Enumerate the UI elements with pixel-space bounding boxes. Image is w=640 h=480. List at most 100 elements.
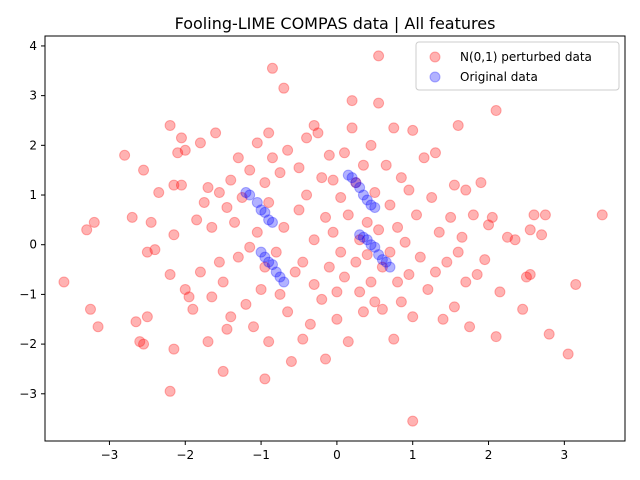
perturbed-point (373, 50, 385, 62)
perturbed-point (266, 62, 278, 74)
original-point (255, 204, 267, 216)
perturbed-point (536, 229, 548, 241)
perturbed-point (225, 174, 237, 186)
x-tick-label: −3 (101, 448, 119, 462)
perturbed-point (316, 293, 328, 305)
perturbed-point (517, 303, 529, 315)
original-point (357, 189, 369, 201)
perturbed-point (263, 196, 275, 208)
perturbed-point (433, 226, 445, 238)
perturbed-point (274, 167, 286, 179)
perturbed-point (429, 147, 441, 159)
perturbed-point (407, 415, 419, 427)
perturbed-point (392, 276, 404, 288)
perturbed-point (475, 177, 487, 189)
perturbed-point (369, 296, 381, 308)
perturbed-point (312, 127, 324, 139)
chart-title: Fooling-LIME COMPAS data | All features (175, 14, 496, 33)
original-point (244, 189, 256, 201)
perturbed-point (361, 249, 373, 261)
perturbed-point (198, 196, 210, 208)
perturbed-point (221, 323, 233, 335)
perturbed-point (119, 149, 131, 161)
perturbed-point (297, 256, 309, 268)
perturbed-point (350, 256, 362, 268)
series-original (240, 169, 396, 288)
perturbed-point (236, 192, 248, 203)
x-tick-label: 0 (333, 448, 341, 462)
perturbed-point (460, 276, 472, 288)
perturbed-point (331, 313, 343, 325)
perturbed-point (138, 338, 150, 350)
perturbed-point (274, 288, 286, 300)
perturbed-point (562, 348, 574, 360)
perturbed-point (278, 221, 290, 233)
perturbed-point (467, 209, 479, 221)
original-point (361, 194, 373, 206)
perturbed-point (293, 162, 305, 174)
original-point (365, 239, 377, 251)
original-point (369, 241, 381, 253)
perturbed-point (376, 261, 388, 273)
perturbed-point (445, 211, 457, 223)
perturbed-point (141, 311, 153, 323)
perturbed-point (422, 283, 434, 295)
perturbed-point (58, 276, 70, 288)
perturbed-point (471, 269, 483, 281)
perturbed-point (217, 276, 229, 288)
perturbed-point (153, 187, 165, 199)
x-tick-label: 2 (485, 448, 493, 462)
perturbed-point (141, 246, 153, 258)
series-perturbed (58, 50, 608, 427)
perturbed-point (175, 179, 187, 191)
perturbed-point (596, 209, 608, 221)
perturbed-point (486, 211, 498, 223)
perturbed-point (426, 192, 438, 203)
perturbed-point (320, 211, 332, 223)
perturbed-point (221, 201, 233, 213)
perturbed-point (206, 221, 218, 233)
original-point (274, 271, 286, 283)
perturbed-point (134, 336, 146, 348)
perturbed-point (354, 234, 366, 246)
perturbed-point (528, 209, 540, 221)
perturbed-point (403, 184, 415, 196)
perturbed-point (418, 152, 430, 164)
perturbed-point (448, 179, 460, 191)
perturbed-point (206, 291, 218, 303)
perturbed-point (210, 127, 222, 139)
legend-marker-perturbed (429, 51, 441, 63)
perturbed-point (225, 311, 237, 323)
y-tick-label: 1 (29, 188, 37, 202)
y-tick-label: −1 (19, 287, 37, 301)
original-point (361, 234, 373, 246)
perturbed-point (266, 152, 278, 164)
original-point (263, 214, 275, 226)
original-point (342, 169, 354, 181)
perturbed-point (335, 246, 347, 258)
perturbed-point (403, 269, 415, 281)
perturbed-point (232, 152, 244, 164)
perturbed-point (149, 244, 161, 256)
perturbed-point (539, 209, 551, 221)
legend-label-perturbed: N(0,1) perturbed data (460, 50, 592, 64)
perturbed-point (524, 269, 536, 281)
perturbed-point (301, 189, 313, 201)
perturbed-point (81, 224, 93, 236)
perturbed-point (145, 216, 157, 228)
y-tick-label: 3 (29, 89, 37, 103)
perturbed-point (259, 261, 271, 273)
perturbed-point (388, 333, 400, 345)
perturbed-point (164, 119, 176, 131)
perturbed-point (270, 246, 282, 258)
perturbed-point (342, 336, 354, 348)
perturbed-point (194, 137, 206, 149)
perturbed-point (399, 236, 411, 248)
axes-layer: −3 −2 −1 0 1 2 3 −3 −2 −1 0 1 2 3 4 (19, 35, 626, 462)
y-tick-label: −2 (19, 337, 37, 351)
perturbed-point (361, 216, 373, 228)
original-point (350, 177, 362, 189)
perturbed-point (175, 132, 187, 144)
perturbed-point (494, 286, 506, 298)
